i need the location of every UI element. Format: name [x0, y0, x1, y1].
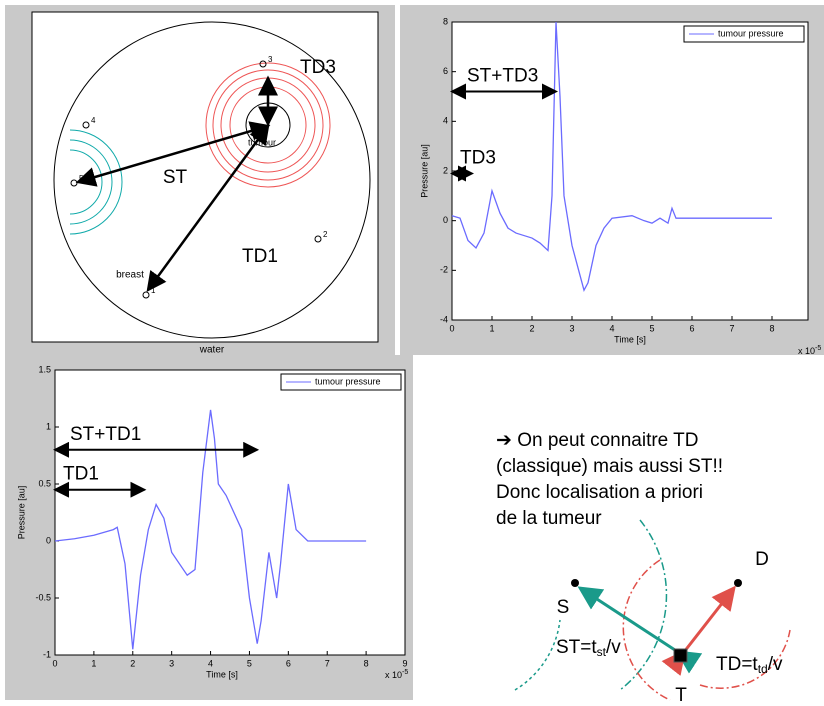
label-sub: td: [758, 662, 768, 676]
y-tick-label: 4: [443, 116, 448, 126]
y-tick-label: 6: [443, 66, 448, 76]
sensor: [142, 291, 150, 299]
y-tick-label: 2: [443, 165, 448, 175]
legend-box: [683, 25, 805, 43]
x-multiplier: x 10-5: [798, 345, 821, 357]
breast-labels: water breast tumour ST TD1 TD3 1 2 3 4 5: [70, 55, 336, 356]
y-tick-label: 0: [443, 215, 448, 225]
note-line: de la tumeur: [496, 508, 602, 529]
x-tick-label: 0: [52, 658, 57, 668]
y-tick-label: -2: [440, 265, 448, 275]
x-tick-label: 6: [689, 323, 694, 333]
multiplier-exponent: -5: [815, 345, 821, 352]
axes-box: [54, 369, 406, 656]
paths: [75, 75, 278, 293]
label: water: [199, 345, 225, 356]
sensor: [259, 60, 267, 68]
chart: -4 -2 0 2 4 6 8 0 1 2 3 4 5 6 7 8 Time [s] Pressure [au] x…: [419, 16, 821, 356]
distance-label: ST=tst/v: [556, 637, 621, 659]
sensor-label: 4: [91, 116, 96, 125]
legend-label: tumour pressure: [718, 28, 784, 38]
note: ➔ On peut connaitre TD (classique) mais a…: [496, 430, 723, 529]
y-tick-label: 0: [46, 535, 51, 545]
y-tick-label: 0.5: [38, 478, 51, 488]
x-tick-label: 4: [609, 323, 614, 333]
multiplier-base: x 10: [385, 670, 402, 680]
x-tick-label: 8: [769, 323, 774, 333]
annotation: TD3: [460, 147, 496, 168]
point-t: [673, 648, 688, 663]
point-label: S: [557, 597, 570, 618]
point-label: D: [755, 549, 769, 570]
label: TD1: [242, 246, 278, 267]
y-axis-label: Pressure [au]: [16, 486, 26, 540]
multiplier-exponent: -5: [402, 669, 408, 676]
annotation: TD1: [63, 464, 99, 485]
label: tumour: [248, 137, 276, 147]
x-tick-label: 3: [569, 323, 574, 333]
label: breast: [116, 270, 144, 281]
breast-outline: [53, 21, 371, 339]
chart: -1 -0.5 0 0.5 1 1.5 0 1 2 3 4 5 6 7 8 9 Time [s] Pressure…: [16, 364, 408, 680]
y-axis-label: Pressure [au]: [419, 144, 429, 198]
y-tick-label: 1: [46, 421, 51, 431]
x-tick-label: 6: [286, 658, 291, 668]
td-arrow: [661, 585, 736, 676]
point-label: T: [675, 685, 687, 706]
x-tick-label: 7: [729, 323, 734, 333]
x-tick-label: 7: [325, 658, 330, 668]
point-s: [571, 579, 579, 587]
x-tick-label: 3: [169, 658, 174, 668]
x-tick-label: 9: [402, 658, 407, 668]
y-tick-label: 8: [443, 16, 448, 26]
legend-box: [280, 373, 402, 391]
x-tick-label: 0: [449, 323, 454, 333]
axes-box: [451, 21, 809, 321]
multiplier-base: x 10: [798, 346, 815, 356]
y-tick-label: 1.5: [38, 364, 51, 374]
label: TD3: [300, 57, 336, 78]
x-axis-label: Time [s]: [614, 334, 646, 344]
annotation: ST+TD3: [467, 66, 538, 87]
legend-label: tumour pressure: [315, 376, 381, 386]
series-line: [54, 409, 367, 650]
x-tick-label: 4: [208, 658, 213, 668]
label-tail: /v: [606, 637, 621, 658]
label: ST: [163, 167, 188, 188]
distance-label: TD=ttd/v: [716, 654, 783, 676]
sensor: [82, 121, 90, 129]
sensor-label: 3: [268, 55, 273, 64]
x-axis-label: Time [s]: [206, 669, 238, 679]
sensor: [314, 235, 322, 243]
point-d: [734, 579, 742, 587]
x-tick-label: 8: [364, 658, 369, 668]
y-tick-label: -4: [440, 314, 448, 324]
sensor-label: 2: [323, 230, 328, 239]
x-tick-label: 2: [529, 323, 534, 333]
label-sub: st: [597, 645, 607, 659]
sensor: [70, 179, 78, 187]
x-tick-label: 1: [91, 658, 96, 668]
y-tick-label: -0.5: [35, 592, 51, 602]
x-tick-label: 5: [649, 323, 654, 333]
sensor-label: 5: [79, 174, 84, 183]
note-line: (classique) mais aussi ST!!: [496, 456, 723, 477]
label-main: ST=t: [556, 637, 597, 658]
label-main: TD=t: [716, 654, 758, 675]
y-tick-label: -1: [43, 649, 51, 659]
x-tick-label: 5: [247, 658, 252, 668]
x-tick-label: 1: [489, 323, 494, 333]
x-multiplier: x 10-5: [385, 669, 408, 681]
annotation: ST+TD1: [70, 424, 141, 445]
series-line: [451, 21, 772, 292]
label-tail: /v: [768, 654, 783, 675]
x-tick-label: 2: [130, 658, 135, 668]
note-line: Donc localisation a priori: [496, 482, 703, 503]
note-line: ➔ On peut connaitre TD: [496, 430, 699, 451]
sensor-label: 1: [151, 286, 156, 295]
